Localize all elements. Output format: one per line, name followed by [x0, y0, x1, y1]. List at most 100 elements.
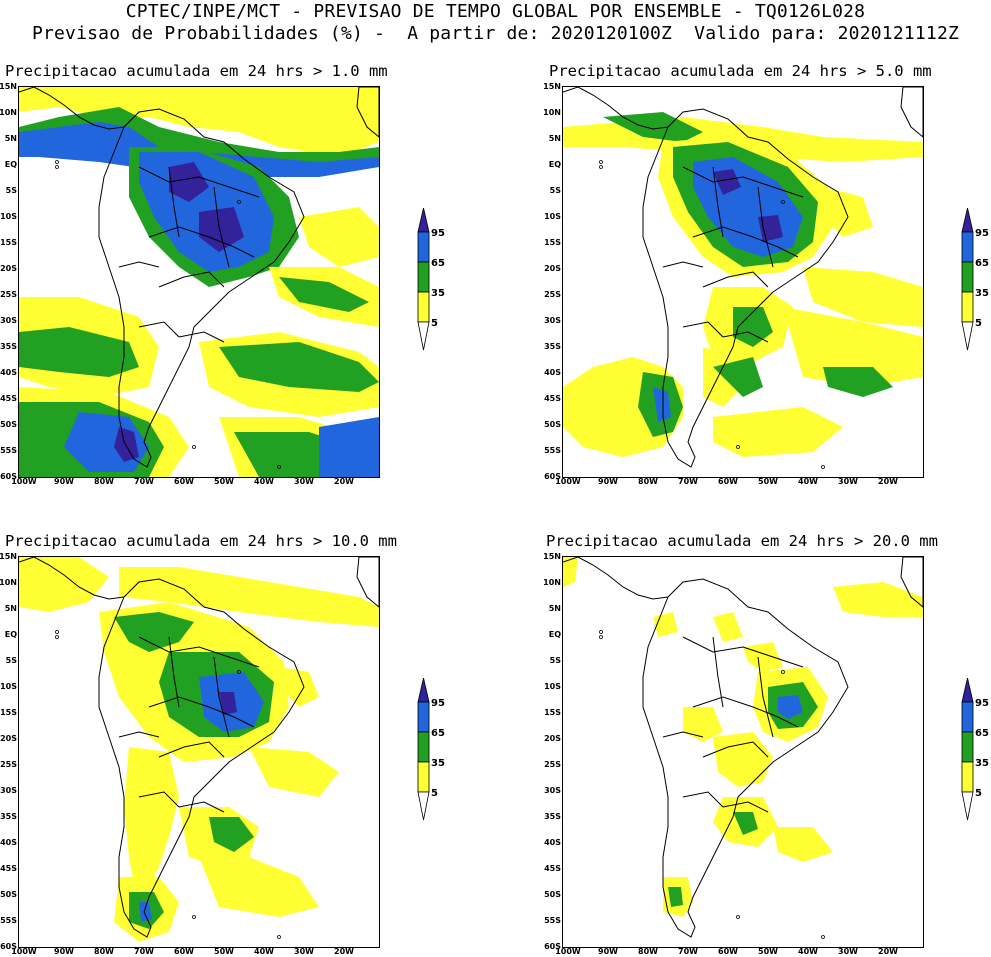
prob-area-c5 — [19, 87, 379, 157]
prob-area-c5 — [803, 267, 923, 327]
lat-tick-label: 15N — [0, 82, 17, 91]
lat-tick-label: 10S — [544, 682, 561, 691]
country-border — [682, 636, 804, 668]
lat-tick-label: 45S — [544, 864, 561, 873]
lon-tick-label: 40W — [798, 477, 818, 486]
prob-area-c5 — [249, 747, 339, 797]
lon-tick-label: 30W — [838, 477, 858, 486]
country-border — [682, 791, 724, 808]
panel-title-4: Precipitacao acumulada em 24 hrs > 20.0 … — [546, 532, 938, 550]
colorbar-tip-95 — [961, 677, 974, 703]
precip-map-1 — [19, 87, 379, 477]
lat-tick-label: 55S — [0, 446, 17, 455]
colorbar-4: 5 35 65 95 — [960, 677, 991, 828]
lat-tick-label: 15N — [543, 552, 561, 561]
panel-title-1: Precipitacao acumulada em 24 hrs > 1.0 m… — [5, 62, 388, 80]
lat-tick-label: 50S — [544, 420, 561, 429]
lon-tick-label: 100W — [11, 477, 37, 486]
africa-coastline — [356, 87, 379, 138]
lat-tick-label: 60S — [0, 472, 17, 481]
prob-area-c95 — [199, 207, 244, 252]
country-border — [148, 696, 255, 728]
country-border — [662, 731, 704, 738]
island — [277, 935, 281, 939]
lon-tick-label: 100W — [11, 947, 37, 956]
lat-tick-label: 15N — [0, 552, 17, 561]
island — [781, 670, 785, 674]
colorbar-65 — [417, 231, 430, 263]
lat-tick-label: 50S — [544, 890, 561, 899]
colorbar-tip-95 — [417, 207, 430, 233]
lon-tick-label: 20W — [878, 477, 898, 486]
colorbar-2: 5 35 65 95 — [960, 207, 991, 358]
colorbar-graphic: 5 35 65 95 — [417, 207, 445, 351]
lat-tick-label: 30S — [0, 316, 17, 325]
map-panel-1 — [18, 86, 380, 478]
colorbar-graphic: 5 35 65 95 — [961, 677, 989, 821]
colorbar-graphic: 5 35 65 95 — [417, 677, 445, 821]
lon-tick-label: 40W — [254, 947, 274, 956]
lat-tick-label: 55S — [0, 916, 17, 925]
lon-tick-label: 50W — [214, 947, 234, 956]
colorbar-label: 95 — [975, 228, 989, 239]
island — [192, 915, 196, 919]
lat-tick-label: 10N — [0, 108, 17, 117]
country-border — [692, 226, 799, 258]
prob-area-c5 — [713, 407, 843, 457]
lon-tick-label: 70W — [134, 947, 154, 956]
lon-tick-label: 80W — [638, 477, 658, 486]
colorbar-3: 5 35 65 95 — [416, 677, 476, 828]
prob-area-c35 — [219, 342, 379, 392]
country-border — [168, 166, 180, 238]
colorbar-35 — [961, 261, 974, 293]
lat-tick-label: 10N — [543, 578, 561, 587]
lat-tick-label: 35S — [544, 342, 561, 351]
country-border — [712, 636, 724, 708]
colorbar-label: 65 — [431, 258, 445, 269]
lat-tick-label: 20S — [0, 734, 17, 743]
lon-tick-label: 30W — [838, 947, 858, 956]
lat-tick-label: 35S — [0, 342, 17, 351]
lon-tick-label: 70W — [678, 477, 698, 486]
lat-tick-label: 15S — [0, 708, 17, 717]
central-america-coastline — [563, 557, 669, 600]
country-border — [722, 801, 769, 813]
prob-area-c5 — [299, 207, 379, 267]
panel-title-3: Precipitacao acumulada em 24 hrs > 10.0 … — [5, 532, 397, 550]
prob-area-c35 — [19, 327, 139, 377]
central-america-coastline — [19, 87, 125, 130]
lat-tick-label: 25S — [544, 760, 561, 769]
country-border — [118, 261, 160, 268]
prob-area-c5 — [683, 707, 723, 742]
colorbar-label: 5 — [431, 318, 438, 329]
lat-tick-label: EQ — [548, 630, 561, 639]
colorbar-label: 65 — [431, 728, 445, 739]
prob-area-c5 — [19, 557, 109, 612]
lat-tick-label: 5S — [5, 186, 17, 195]
country-border — [662, 261, 704, 268]
lon-tick-label: 90W — [54, 947, 74, 956]
colorbar-65 — [961, 701, 974, 733]
lon-tick-label: 90W — [598, 477, 618, 486]
prob-area-c5 — [279, 667, 319, 707]
lat-tick-label: 5S — [549, 186, 561, 195]
lon-tick-label: 50W — [214, 477, 234, 486]
prob-area-c5 — [743, 642, 783, 672]
lat-tick-label: 15S — [0, 238, 17, 247]
lat-tick-label: 50S — [0, 420, 17, 429]
country-border — [213, 186, 230, 268]
lat-tick-label: 50S — [0, 890, 17, 899]
prob-area-c5 — [773, 827, 833, 862]
lat-tick-label: 5N — [4, 604, 17, 613]
lat-tick-label: 20S — [544, 264, 561, 273]
island — [821, 935, 825, 939]
island — [599, 635, 603, 639]
africa-coastline — [356, 557, 379, 608]
colorbar-label: 5 — [975, 788, 982, 799]
prob-area-c5 — [713, 612, 743, 642]
colorbar-label: 5 — [975, 318, 982, 329]
prob-area-c5 — [119, 567, 379, 627]
lon-tick-label: 60W — [718, 947, 738, 956]
prob-area-c35 — [114, 612, 194, 652]
country-border — [158, 741, 225, 758]
